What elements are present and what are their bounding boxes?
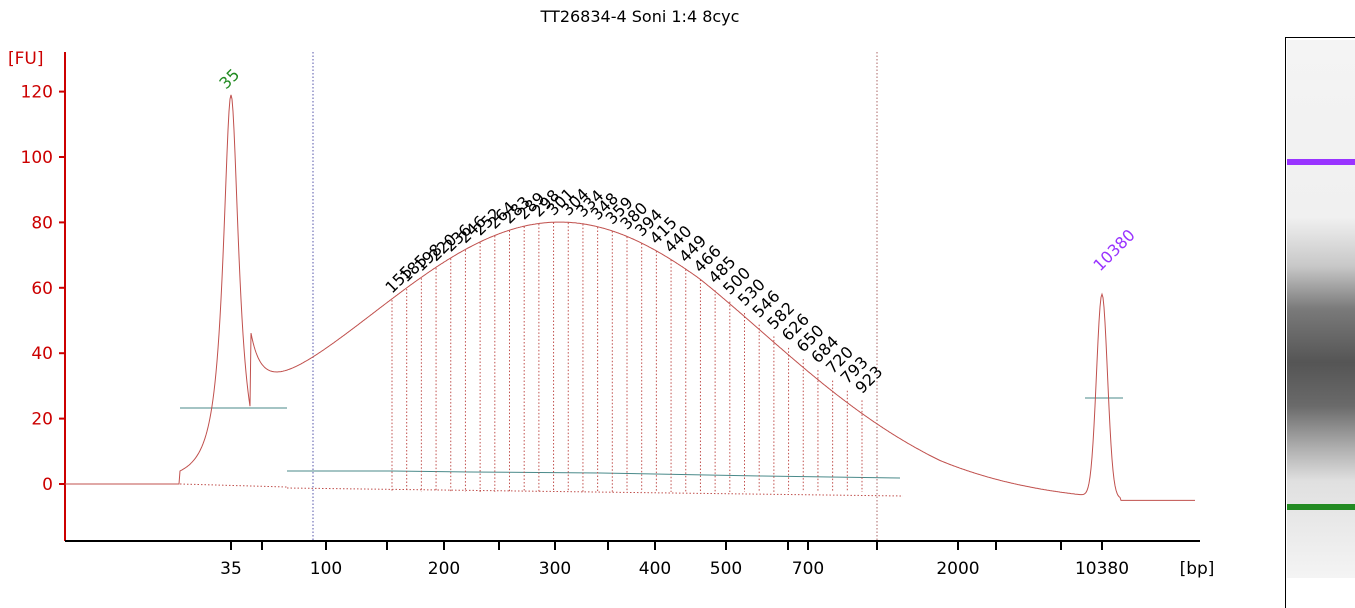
chart-title: TT26834-4 Soni 1:4 8cyc <box>540 7 740 26</box>
trace <box>65 94 1195 501</box>
x-tick-label: 35 <box>220 559 242 579</box>
y-tick-label: 100 <box>21 148 53 168</box>
smear-baseline <box>287 470 901 479</box>
y-tick-label: 0 <box>42 475 53 495</box>
marker-peak-label: 10380 <box>1089 225 1138 274</box>
smear-bottom <box>286 487 904 497</box>
y-tick-label: 20 <box>31 410 53 430</box>
gel-background <box>1287 40 1355 578</box>
x-tick-label: 100 <box>310 559 342 579</box>
gel-lane <box>1287 40 1355 578</box>
y-tick-label: 60 <box>31 279 53 299</box>
trace-line <box>65 94 1195 501</box>
y-tick-label: 80 <box>31 213 53 233</box>
baselines <box>179 222 1123 497</box>
x-tick-label: 10380 <box>1075 559 1129 579</box>
x-tick-label: 300 <box>539 559 571 579</box>
y-axis-label: [FU] <box>8 49 44 69</box>
marker-peak-bottom <box>179 483 288 488</box>
electropherogram-chart: TT26834-4 Soni 1:4 8cyc [FU] 0 20 40 60 80 100… <box>8 7 1214 579</box>
marker-peak-label: 35 <box>215 65 243 93</box>
x-tick-label: 200 <box>428 559 460 579</box>
x-axis-label: [bp] <box>1180 559 1215 579</box>
y-tick-label: 40 <box>31 344 53 364</box>
x-tick-label: 700 <box>792 559 824 579</box>
x-tick-label: 500 <box>710 559 742 579</box>
x-tick-label: 2000 <box>936 559 979 579</box>
axes: [FU] 0 20 40 60 80 100 120 35 100 200 300 400 500 700 2… <box>8 49 1214 579</box>
gel-upper-marker-band <box>1287 159 1355 165</box>
gel-lower-marker-band <box>1287 504 1355 510</box>
y-tick-label: 120 <box>21 83 53 103</box>
x-tick-label: 400 <box>639 559 671 579</box>
peak-labels: 1551851982202362462522642832892983013043… <box>215 65 1138 397</box>
